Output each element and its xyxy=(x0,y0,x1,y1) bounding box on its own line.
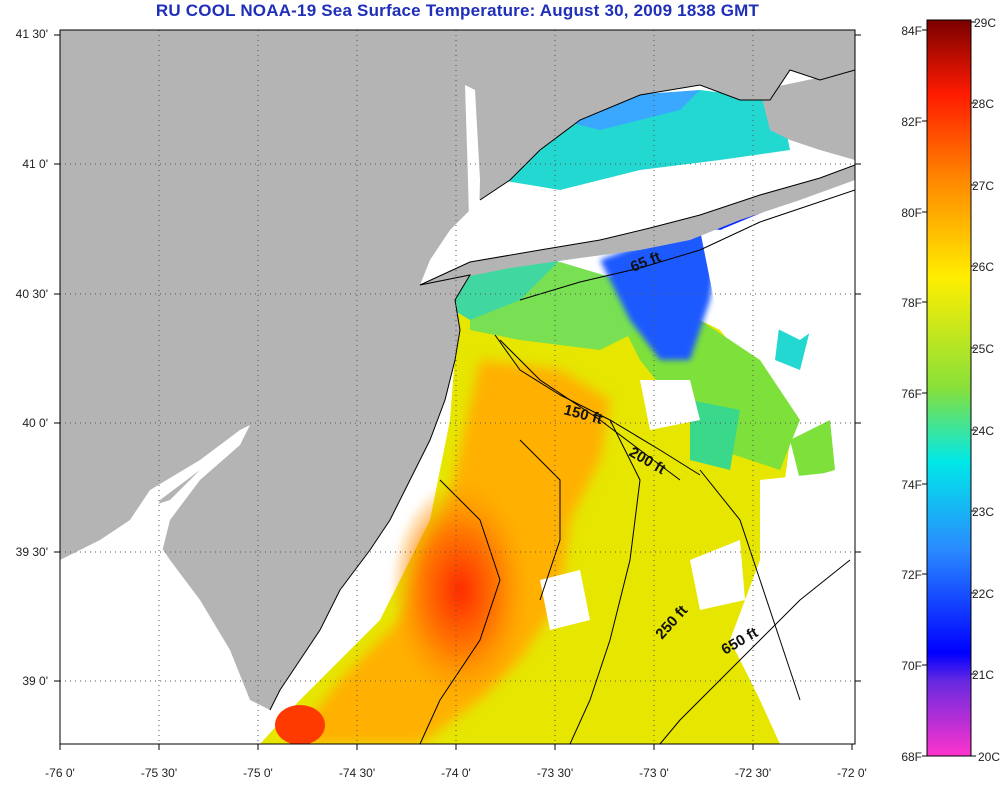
map-frame xyxy=(59,29,856,745)
x-label-74-30: -74 30' xyxy=(338,766,376,780)
colorbar-c-26: 26C xyxy=(972,260,995,274)
x-label-76-0: -76 0' xyxy=(45,766,75,780)
x-label-73-30: -73 30' xyxy=(536,766,574,780)
grid-lines xyxy=(60,30,855,744)
contour-650ft-a xyxy=(699,469,801,701)
x-label-75-30: -75 30' xyxy=(140,766,178,780)
colorbar-c-28: 28C xyxy=(972,97,995,111)
land-east xyxy=(760,70,855,160)
long-island-shore xyxy=(419,164,855,286)
map-title: RU COOL NOAA-19 Sea Surface Temperature:… xyxy=(155,1,760,20)
sst-hot-spot xyxy=(390,480,530,700)
ct-shore xyxy=(479,69,855,201)
colorbar-c-23: 23C xyxy=(972,505,995,519)
colorbar-f-84: 84F xyxy=(901,24,922,38)
x-label-72-30: -72 30' xyxy=(734,766,772,780)
sst-patch-3 xyxy=(690,400,740,470)
colorbar-c-29: 29C xyxy=(974,16,997,30)
contour-250ft xyxy=(569,419,641,744)
cloud-2 xyxy=(640,380,700,430)
x-label-75-0: -75 0' xyxy=(243,766,273,780)
colorbar-f-74: 74F xyxy=(901,478,922,492)
sst-sound-blue xyxy=(560,90,700,130)
colorbar-c-24: 24C xyxy=(972,424,995,438)
y-label-40-0: 40 0' xyxy=(22,416,48,430)
contour-65ft xyxy=(519,189,855,301)
y-label-41-30: 41 30' xyxy=(15,27,48,41)
contour-150ft xyxy=(494,334,701,476)
sst-patch-2 xyxy=(790,420,835,480)
sst-hot-spot-south xyxy=(275,705,325,744)
cloud-1 xyxy=(700,230,855,340)
delaware-bay xyxy=(140,425,260,744)
y-label-41-0: 41 0' xyxy=(22,157,48,171)
y-label-39-0: 39 0' xyxy=(22,674,48,688)
colorbar-c-20: 20C xyxy=(978,750,1001,764)
colorbar-c-25: 25C xyxy=(972,342,995,356)
cloud-4 xyxy=(690,540,745,610)
colorbar-f-80: 80F xyxy=(901,206,922,220)
x-label-72-0: -72 0' xyxy=(837,766,867,780)
contour-inner xyxy=(419,479,501,744)
long-island xyxy=(420,165,855,285)
x-label-74-0: -74 0' xyxy=(441,766,471,780)
sst-cold-plume xyxy=(600,222,720,360)
cloud-5 xyxy=(540,570,590,630)
x-label-73-0: -73 0' xyxy=(639,766,669,780)
sst-sound-region xyxy=(500,90,790,190)
colorbar-f-76: 76F xyxy=(901,387,922,401)
contour-inner-2 xyxy=(519,439,561,601)
y-label-39-30: 39 30' xyxy=(15,545,48,559)
colorbar xyxy=(926,19,972,757)
contour-650ft xyxy=(659,559,851,744)
coastline xyxy=(269,274,472,711)
colorbar-c-22: 22C xyxy=(972,587,995,601)
colorbar-f-78: 78F xyxy=(901,296,922,310)
bathymetry-contours xyxy=(419,189,855,744)
hudson-river xyxy=(465,85,480,262)
colorbar-ticks xyxy=(922,21,976,757)
land-mass xyxy=(60,30,855,710)
y-label-40-30: 40 30' xyxy=(15,287,48,301)
cloud-6 xyxy=(800,380,855,420)
contour-200ft xyxy=(499,339,681,481)
colorbar-c-27: 27C xyxy=(972,179,995,193)
colorbar-c-21: 21C xyxy=(972,668,995,682)
colorbar-f-82: 82F xyxy=(901,115,922,129)
axis-ticks xyxy=(54,34,861,750)
colorbar-f-70: 70F xyxy=(901,659,922,673)
colorbar-f-68: 68F xyxy=(901,750,922,764)
colorbar-f-72: 72F xyxy=(901,568,922,582)
